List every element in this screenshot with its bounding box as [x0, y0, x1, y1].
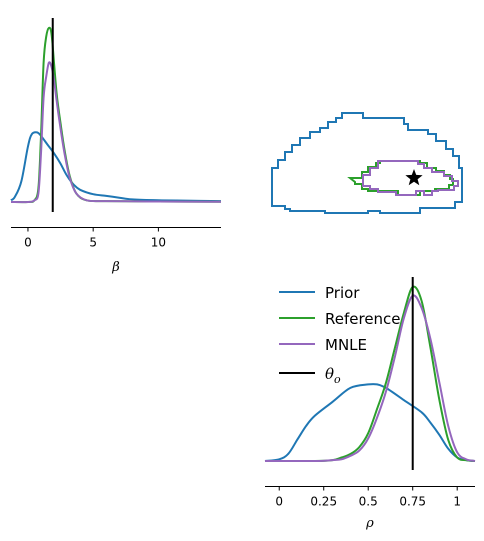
beta-density-curves	[10, 26, 222, 204]
beta-marginal-panel: 0 5 10 β	[10, 18, 222, 275]
legend-theta-symbol: θ	[325, 365, 334, 383]
rho-marginal-panel: 0 0.25 0.5 0.75 1 ρ Prior Reference MNLE θo	[264, 277, 476, 531]
beta-tick-label: 5	[89, 236, 97, 250]
theta-star-marker	[405, 169, 423, 186]
legend-theta-label: θo	[325, 365, 341, 386]
rho-axis-label: ρ	[365, 516, 374, 531]
beta-prior-curve	[10, 131, 222, 203]
legend-prior-label: Prior	[325, 284, 360, 302]
legend-reference-label: Reference	[325, 310, 401, 328]
rho-mnle-curve	[264, 294, 476, 463]
rho-tick-label: 0.5	[359, 495, 378, 509]
rho-tick-label: 0.75	[399, 495, 426, 509]
beta-tick-label: 10	[151, 236, 166, 250]
beta-axis-label: β	[111, 260, 120, 275]
legend: Prior Reference MNLE θo	[279, 284, 401, 386]
legend-mnle-label: MNLE	[325, 336, 367, 354]
prior-contour	[271, 112, 463, 214]
rho-tick-label: 1	[453, 495, 461, 509]
rho-ticks: 0 0.25 0.5 0.75 1	[275, 486, 461, 509]
beta-ticks: 0 5 10	[24, 227, 166, 250]
rho-reference-curve	[264, 285, 476, 463]
beta-tick-label: 0	[24, 236, 32, 250]
mnle-contour	[362, 160, 459, 196]
legend-theta-subscript: o	[334, 373, 341, 386]
beta-mnle-curve	[10, 61, 222, 204]
joint-panel	[271, 112, 463, 214]
rho-prior-curve	[264, 383, 476, 462]
rho-density-curves	[264, 285, 476, 463]
rho-tick-label: 0	[275, 495, 283, 509]
rho-tick-label: 0.25	[310, 495, 337, 509]
